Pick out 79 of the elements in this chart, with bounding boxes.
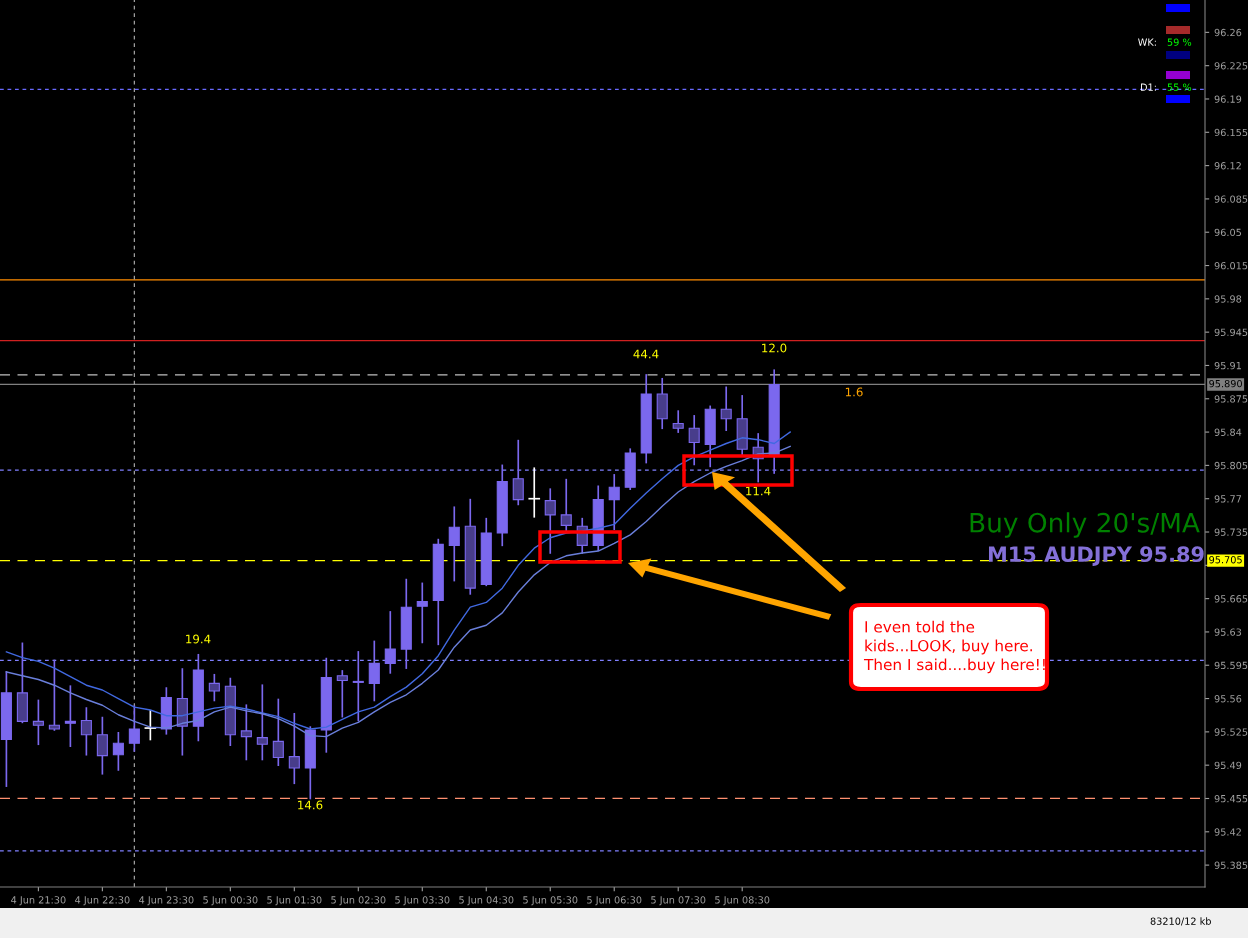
y-tick-label: 95.455 bbox=[1214, 794, 1248, 803]
x-tick-label: 5 Jun 06:30 bbox=[587, 896, 642, 906]
annotation: D1: bbox=[1141, 83, 1156, 91]
candlestick bbox=[720, 386, 732, 432]
annotation: WK: bbox=[1138, 38, 1156, 46]
ref-line-label: 95.705 bbox=[1209, 556, 1242, 564]
y-tick-label: 96.155 bbox=[1214, 128, 1248, 137]
y-tick-label: 95.56 bbox=[1214, 695, 1242, 703]
y-tick-label: 95.42 bbox=[1214, 828, 1241, 836]
candlestick bbox=[528, 467, 541, 518]
annotation: 12.0 bbox=[762, 343, 787, 353]
x-tick-label: 5 Jun 05:30 bbox=[523, 896, 578, 906]
y-tick-label: 96.19 bbox=[1214, 95, 1242, 103]
candlestick bbox=[544, 488, 556, 554]
candlestick bbox=[32, 699, 44, 746]
candlestick bbox=[240, 704, 252, 761]
candlestick bbox=[96, 716, 108, 775]
candlestick bbox=[272, 698, 284, 767]
candlestick bbox=[48, 659, 60, 731]
annotation: 14.6 bbox=[298, 800, 323, 810]
y-tick-label: 95.77 bbox=[1214, 495, 1242, 503]
x-tick-label: 5 Jun 07:30 bbox=[651, 896, 706, 906]
x-tick-label: 4 Jun 22:30 bbox=[75, 896, 130, 906]
y-tick-label: 96.05 bbox=[1214, 228, 1242, 237]
candlestick bbox=[256, 684, 268, 761]
candlestick bbox=[80, 707, 92, 756]
x-tick-label: 5 Jun 02:30 bbox=[331, 896, 386, 906]
candlestick bbox=[112, 731, 124, 771]
ref-line-label: 95.890 bbox=[1209, 379, 1242, 388]
annotation: 59 % bbox=[1167, 38, 1192, 46]
y-tick-label: 95.49 bbox=[1214, 761, 1242, 770]
x-tick-label: 4 Jun 21:30 bbox=[11, 896, 66, 906]
candlestick bbox=[128, 705, 140, 752]
x-tick-label: 5 Jun 00:30 bbox=[203, 896, 258, 906]
y-tick-label: 95.735 bbox=[1214, 528, 1248, 536]
candlestick bbox=[416, 582, 428, 644]
candlestick bbox=[448, 506, 460, 582]
y-tick-label: 95.84 bbox=[1214, 428, 1242, 436]
x-tick-label: 4 Jun 23:30 bbox=[139, 896, 194, 906]
x-tick-label: 5 Jun 08:30 bbox=[715, 896, 770, 906]
x-tick-label: 5 Jun 01:30 bbox=[267, 896, 322, 906]
annotation: 11.4 bbox=[746, 486, 771, 496]
annotation: Buy Only 20's/MA bbox=[970, 512, 1200, 538]
annotation: 1.6 bbox=[845, 387, 863, 397]
y-tick-label: 95.945 bbox=[1214, 328, 1248, 336]
y-tick-label: 95.63 bbox=[1214, 628, 1242, 636]
candlestick bbox=[560, 478, 572, 531]
candlestick bbox=[608, 474, 620, 530]
annotation: 44.4 bbox=[633, 349, 659, 359]
y-tick-label: 96.12 bbox=[1214, 162, 1241, 170]
y-tick-label: 96.085 bbox=[1214, 195, 1248, 203]
candlestick bbox=[288, 712, 300, 785]
text: 83210/12 kb bbox=[1150, 917, 1211, 926]
candlestick bbox=[368, 640, 380, 702]
y-tick-label: 95.385 bbox=[1214, 861, 1248, 869]
candlestick bbox=[336, 670, 348, 718]
y-tick-label: 95.595 bbox=[1214, 661, 1248, 670]
annotation: 55 % bbox=[1167, 83, 1192, 91]
x-tick-label: 5 Jun 03:30 bbox=[395, 896, 450, 906]
candlestick bbox=[208, 673, 220, 702]
y-tick-label: 96.225 bbox=[1214, 62, 1248, 70]
x-tick-label: 5 Jun 04:30 bbox=[459, 896, 514, 906]
annotation: M15 AUDJPY 95.89 bbox=[989, 546, 1204, 566]
annotation: 19.4 bbox=[186, 634, 211, 644]
y-tick-label: 95.525 bbox=[1214, 728, 1248, 736]
candlestick bbox=[512, 439, 524, 506]
y-tick-label: 95.91 bbox=[1214, 361, 1241, 370]
annotation: I even told the kids...LOOK, buy here. Then I said....buy here!! bbox=[863, 620, 1045, 674]
candlestick bbox=[352, 651, 364, 722]
y-tick-label: 95.98 bbox=[1214, 295, 1242, 303]
y-tick-label: 96.26 bbox=[1214, 28, 1242, 37]
candlestick bbox=[688, 415, 700, 466]
y-tick-label: 96.015 bbox=[1214, 262, 1248, 270]
candlestick bbox=[384, 611, 396, 674]
y-tick-label: 95.875 bbox=[1214, 395, 1248, 403]
candlestick bbox=[64, 685, 76, 747]
y-tick-label: 95.805 bbox=[1214, 461, 1248, 470]
candlestick bbox=[672, 410, 684, 433]
y-tick-label: 95.665 bbox=[1214, 595, 1248, 603]
